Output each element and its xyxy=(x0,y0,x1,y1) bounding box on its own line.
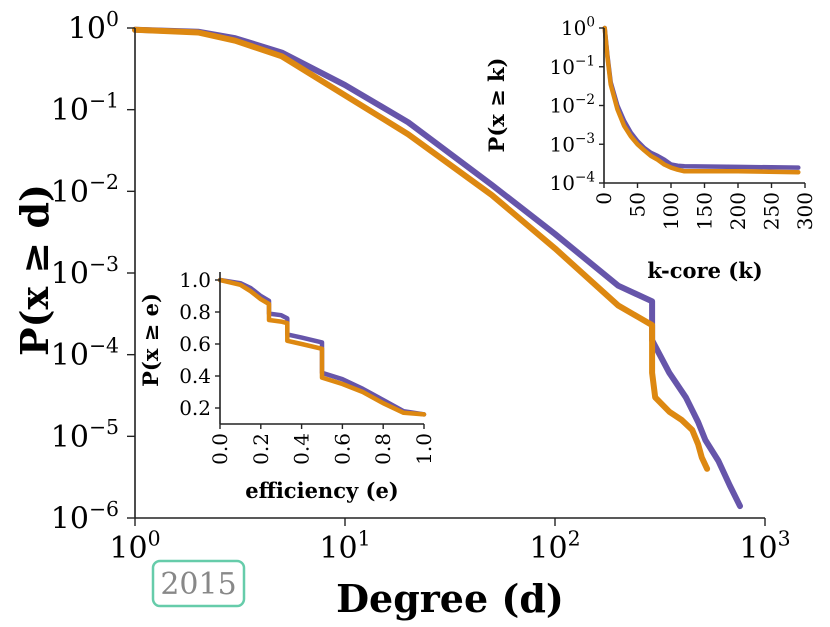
main-ytick-label-base: 10 xyxy=(51,502,89,537)
main-ytick-label-base: 10 xyxy=(51,93,89,128)
inset-efficiency-xlabel: efficiency (e) xyxy=(245,478,399,503)
main-ytick-label-exp: −4 xyxy=(89,334,119,358)
inset_efficiency-ytick-label: 1.0 xyxy=(179,268,211,292)
main-ylabel: P(x ≥ d) xyxy=(12,184,57,356)
main-ytick-label: 10−2 xyxy=(51,170,119,210)
main-xtick-label-exp: 3 xyxy=(778,526,791,550)
main-xtick-label-exp: 1 xyxy=(358,526,371,550)
main-ytick-label-exp: 0 xyxy=(106,7,119,31)
inset_kcore-ytick-label-exp: 0 xyxy=(586,15,595,31)
main-series-orange xyxy=(132,26,711,472)
inset_kcore-xtick-label: 50 xyxy=(626,192,650,217)
main-ytick-label-exp: −3 xyxy=(89,252,119,276)
inset_kcore-ytick-label-exp: −1 xyxy=(575,53,595,69)
inset_kcore-ytick-label-base: 10 xyxy=(550,132,575,156)
main-ytick-label-exp: −1 xyxy=(89,89,119,113)
inset_kcore-xtick-label: 300 xyxy=(793,192,817,230)
main-ytick-label: 10−3 xyxy=(51,252,119,292)
inset_efficiency-ytick-label: 0.4 xyxy=(179,364,211,388)
inset_kcore-ytick-label-base: 10 xyxy=(550,55,575,79)
inset_efficiency-xtick-label: 1.0 xyxy=(412,433,436,465)
inset_kcore-ytick-label-base: 10 xyxy=(550,171,575,195)
inset_kcore-ytick-label: 10−3 xyxy=(550,131,596,156)
main-ytick-label-exp: −6 xyxy=(89,497,119,521)
main-xtick-label: 102 xyxy=(529,526,580,566)
main-ytick-label-base: 10 xyxy=(51,420,89,455)
inset_kcore-xtick-label: 200 xyxy=(726,192,750,230)
main-ytick-label-exp: −5 xyxy=(89,415,119,439)
main-xtick-label: 103 xyxy=(739,526,790,566)
year-badge-label: 2015 xyxy=(160,567,236,602)
year-badge-frame xyxy=(151,559,246,608)
inset_kcore-series-purple xyxy=(602,25,801,170)
main-xtick-label-exp: 2 xyxy=(568,526,581,550)
inset_kcore-ytick-label: 100 xyxy=(561,15,595,40)
main-series-purple xyxy=(132,26,743,510)
main-xtick-label-base: 10 xyxy=(739,531,777,566)
inset-efficiency-ylabel: P(x ≥ e) xyxy=(138,293,163,387)
inset_efficiency-ytick-label: 0.6 xyxy=(179,332,211,356)
main-ytick-label: 100 xyxy=(68,7,119,47)
inset_efficiency-xtick-label: 0.6 xyxy=(330,433,354,465)
inset_kcore-ytick-label-base: 10 xyxy=(561,16,586,40)
main-ytick-label-exp: −2 xyxy=(89,170,119,194)
inset-efficiency-plot: 0.0 0.2 0.4 0.6 0.8 1.0 1.0 0.8 0.6 0.4 0.2 xyxy=(179,268,436,465)
inset_kcore-series-orange xyxy=(602,25,801,175)
inset_efficiency-xtick-label: 0.0 xyxy=(208,433,232,465)
inset_kcore-ytick-label: 10−4 xyxy=(550,170,596,195)
main-ytick-label-base: 10 xyxy=(68,12,106,47)
inset_kcore-ytick-label-exp: −4 xyxy=(575,170,595,186)
inset_kcore-ytick-label-exp: −3 xyxy=(575,131,595,147)
main-xtick-label-base: 10 xyxy=(109,531,147,566)
main-xlabel: Degree (d) xyxy=(336,576,564,621)
inset_efficiency-ytick-label: 0.8 xyxy=(179,300,211,324)
inset_efficiency-xtick-label: 0.4 xyxy=(290,433,314,465)
inset-kcore-ylabel: P(x ≥ k) xyxy=(484,58,509,153)
inset_kcore-xtick-label: 100 xyxy=(659,192,683,230)
main-ytick-label: 10−4 xyxy=(51,334,119,374)
main-xtick-label-exp: 0 xyxy=(148,526,161,550)
main-ytick-label: 10−5 xyxy=(51,415,119,455)
inset_kcore-xtick-label: 250 xyxy=(760,192,784,230)
main-xtick-label: 101 xyxy=(319,526,370,566)
main-ytick-label-base: 10 xyxy=(51,338,89,373)
main-ytick-label: 10−1 xyxy=(51,89,119,129)
main-ytick-label-base: 10 xyxy=(51,257,89,292)
inset_kcore-ytick-label-exp: −2 xyxy=(575,92,595,108)
main-ytick-label: 10−6 xyxy=(51,497,119,537)
inset_efficiency-ytick-label: 0.2 xyxy=(179,396,211,420)
main-xtick-label-base: 10 xyxy=(529,531,567,566)
inset_efficiency-xtick-label: 0.2 xyxy=(249,433,273,465)
inset_kcore-ytick-label-base: 10 xyxy=(550,94,575,118)
main-xtick-label: 100 xyxy=(109,526,160,566)
inset_kcore-xtick-label: 150 xyxy=(693,192,717,230)
inset_efficiency-xtick-label: 0.8 xyxy=(371,433,395,465)
inset_kcore-ytick-label: 10−1 xyxy=(550,53,596,78)
main-ytick-label-base: 10 xyxy=(51,175,89,210)
inset-kcore-xlabel: k-core (k) xyxy=(647,258,762,283)
main-xtick-label-base: 10 xyxy=(319,531,357,566)
inset_efficiency-series-orange xyxy=(217,277,427,417)
inset_kcore-ytick-label: 10−2 xyxy=(550,92,596,117)
inset_kcore-xtick-label: 0 xyxy=(592,192,616,205)
